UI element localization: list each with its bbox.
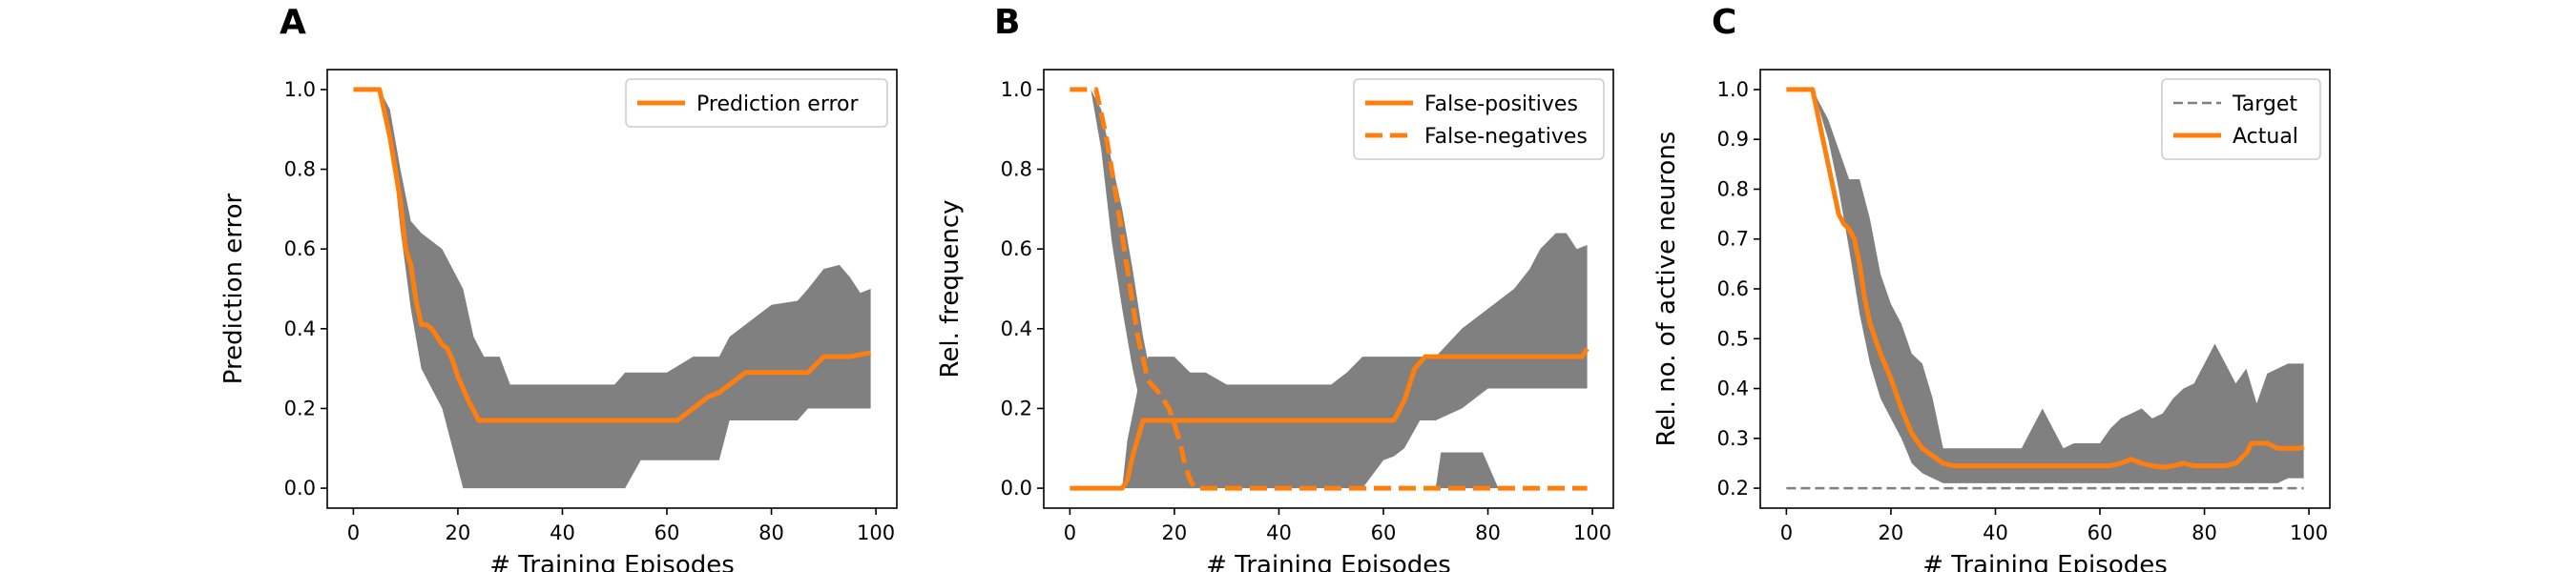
y-tick-label-a-3: 0.6 bbox=[284, 237, 316, 260]
y-tick-label-b-1: 0.2 bbox=[1001, 397, 1032, 419]
y-tick-label-c-5: 0.7 bbox=[1717, 228, 1749, 251]
y-axis-label-c: Rel. no. of active neurons bbox=[1652, 132, 1681, 447]
legend-box-a bbox=[625, 78, 888, 128]
x-tick-label-c-3: 60 bbox=[2088, 521, 2113, 544]
y-tick-label-a-2: 0.4 bbox=[284, 317, 316, 340]
y-tick-label-c-1: 0.3 bbox=[1717, 427, 1749, 450]
y-tick-label-c-2: 0.4 bbox=[1717, 378, 1749, 400]
legend-c: Target Actual bbox=[2161, 78, 2321, 160]
panel-c: C bbox=[1712, 3, 1736, 42]
y-tick-label-b-0: 0.0 bbox=[1001, 477, 1032, 500]
y-tick-label-c-6: 0.8 bbox=[1717, 177, 1749, 200]
panel-a-letter: A bbox=[280, 3, 306, 42]
y-tick-label-c-8: 1.0 bbox=[1717, 78, 1749, 101]
panel-b-letter: B bbox=[994, 3, 1020, 42]
y-axis-label-a: Prediction error bbox=[219, 194, 248, 385]
x-tick-label-a-5: 100 bbox=[857, 521, 895, 544]
band-a-0 bbox=[353, 89, 871, 489]
y-tick-label-b-3: 0.6 bbox=[1001, 237, 1032, 260]
legend-box-b bbox=[1353, 78, 1605, 160]
x-tick-label-a-0: 0 bbox=[347, 521, 360, 544]
y-tick-label-c-7: 0.9 bbox=[1717, 128, 1749, 151]
x-axis-label-c: # Training Episodes bbox=[1922, 551, 2168, 572]
band-c-0 bbox=[1786, 89, 2304, 483]
legend-label-b-0: False-positives bbox=[1424, 92, 1578, 116]
panel-a: A bbox=[280, 3, 306, 42]
panel-b: B bbox=[994, 3, 1020, 42]
y-tick-label-b-2: 0.4 bbox=[1001, 317, 1032, 340]
y-tick-label-a-0: 0.0 bbox=[284, 477, 316, 500]
chart-c: 0 20 40 60 80 100 0.2 0.3 0.4 0.5 0.6 0.7 0.8 0.9 1.0 #… bbox=[1652, 69, 2331, 572]
x-tick-label-c-1: 20 bbox=[1879, 521, 1904, 544]
y-tick-label-a-4: 0.8 bbox=[284, 158, 316, 181]
x-tick-label-a-2: 40 bbox=[550, 521, 575, 544]
legend-b: False-positives False-negatives bbox=[1353, 78, 1605, 160]
x-tick-label-c-2: 40 bbox=[1983, 521, 2008, 544]
x-tick-label-c-4: 80 bbox=[2192, 521, 2217, 544]
series-line-a-0 bbox=[353, 87, 872, 423]
chart-a: 0 20 40 60 80 100 0.0 0.2 0.4 0.6 0.8 1.0 # Training… bbox=[219, 69, 898, 572]
x-tick-label-b-1: 20 bbox=[1162, 521, 1188, 544]
y-tick-label-c-0: 0.2 bbox=[1717, 477, 1749, 500]
x-tick-label-b-5: 100 bbox=[1573, 521, 1611, 544]
band-b-1 bbox=[1122, 233, 1588, 489]
y-tick-label-c-4: 0.6 bbox=[1717, 277, 1749, 300]
axes-frame-a bbox=[326, 69, 898, 509]
band-b-2 bbox=[1435, 452, 1499, 489]
y-tick-label-b-4: 0.8 bbox=[1001, 158, 1032, 181]
x-tick-label-c-0: 0 bbox=[1780, 521, 1793, 544]
x-axis-label-b: # Training Episodes bbox=[1206, 551, 1451, 572]
legend-a: Prediction error bbox=[625, 78, 888, 128]
legend-label-a-0: Prediction error bbox=[696, 92, 859, 116]
legend-box-c bbox=[2161, 78, 2321, 160]
y-tick-label-c-3: 0.5 bbox=[1717, 327, 1749, 350]
series-line-b-1 bbox=[1070, 87, 1588, 491]
x-tick-label-a-1: 20 bbox=[446, 521, 471, 544]
x-tick-label-b-4: 80 bbox=[1475, 521, 1501, 544]
x-tick-label-a-4: 80 bbox=[758, 521, 784, 544]
x-tick-label-c-5: 100 bbox=[2290, 521, 2328, 544]
y-tick-label-a-1: 0.2 bbox=[284, 397, 316, 419]
y-tick-label-b-5: 1.0 bbox=[1001, 78, 1032, 101]
x-tick-label-b-0: 0 bbox=[1064, 521, 1076, 544]
y-axis-label-b: Rel. frequency bbox=[936, 199, 965, 378]
x-tick-label-b-2: 40 bbox=[1266, 521, 1292, 544]
x-tick-label-a-3: 60 bbox=[654, 521, 680, 544]
legend-label-c-0: Target bbox=[2232, 92, 2297, 116]
legend-label-b-1: False-negatives bbox=[1424, 125, 1588, 149]
y-tick-label-a-5: 1.0 bbox=[284, 78, 316, 101]
x-axis-label-a: # Training Episodes bbox=[489, 551, 735, 572]
series-line-c-1 bbox=[1786, 87, 2305, 470]
x-tick-label-b-3: 60 bbox=[1371, 521, 1397, 544]
axes-frame-b bbox=[1043, 69, 1614, 509]
series-line-b-0 bbox=[1070, 347, 1589, 491]
legend-label-c-1: Actual bbox=[2233, 125, 2298, 149]
chart-b: 0 20 40 60 80 100 0.0 0.2 0.4 0.6 0.8 1.0 # Training… bbox=[936, 69, 1614, 572]
panel-c-letter: C bbox=[1712, 3, 1736, 42]
